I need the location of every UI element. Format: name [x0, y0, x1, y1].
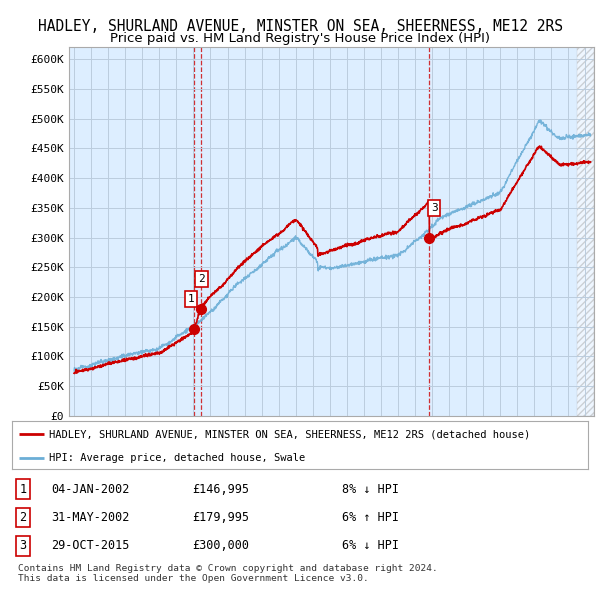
Text: HPI: Average price, detached house, Swale: HPI: Average price, detached house, Swal… — [49, 453, 305, 463]
Text: £300,000: £300,000 — [192, 539, 249, 552]
Text: £146,995: £146,995 — [192, 483, 249, 496]
Text: 31-MAY-2002: 31-MAY-2002 — [51, 511, 130, 524]
Text: 2: 2 — [198, 274, 205, 284]
Text: 3: 3 — [431, 203, 437, 213]
Bar — [577, 47, 594, 416]
Text: 1: 1 — [188, 294, 194, 304]
Text: HADLEY, SHURLAND AVENUE, MINSTER ON SEA, SHEERNESS, ME12 2RS: HADLEY, SHURLAND AVENUE, MINSTER ON SEA,… — [37, 19, 563, 34]
Text: 3: 3 — [19, 539, 26, 552]
Text: Contains HM Land Registry data © Crown copyright and database right 2024.
This d: Contains HM Land Registry data © Crown c… — [18, 563, 438, 583]
Text: 29-OCT-2015: 29-OCT-2015 — [51, 539, 130, 552]
Text: 6% ↑ HPI: 6% ↑ HPI — [342, 511, 399, 524]
Text: 8% ↓ HPI: 8% ↓ HPI — [342, 483, 399, 496]
Text: 2: 2 — [19, 511, 26, 524]
Text: 1: 1 — [19, 483, 26, 496]
Text: HADLEY, SHURLAND AVENUE, MINSTER ON SEA, SHEERNESS, ME12 2RS (detached house): HADLEY, SHURLAND AVENUE, MINSTER ON SEA,… — [49, 429, 530, 439]
Text: 04-JAN-2002: 04-JAN-2002 — [51, 483, 130, 496]
Text: £179,995: £179,995 — [192, 511, 249, 524]
Text: Price paid vs. HM Land Registry's House Price Index (HPI): Price paid vs. HM Land Registry's House … — [110, 32, 490, 45]
Text: 6% ↓ HPI: 6% ↓ HPI — [342, 539, 399, 552]
